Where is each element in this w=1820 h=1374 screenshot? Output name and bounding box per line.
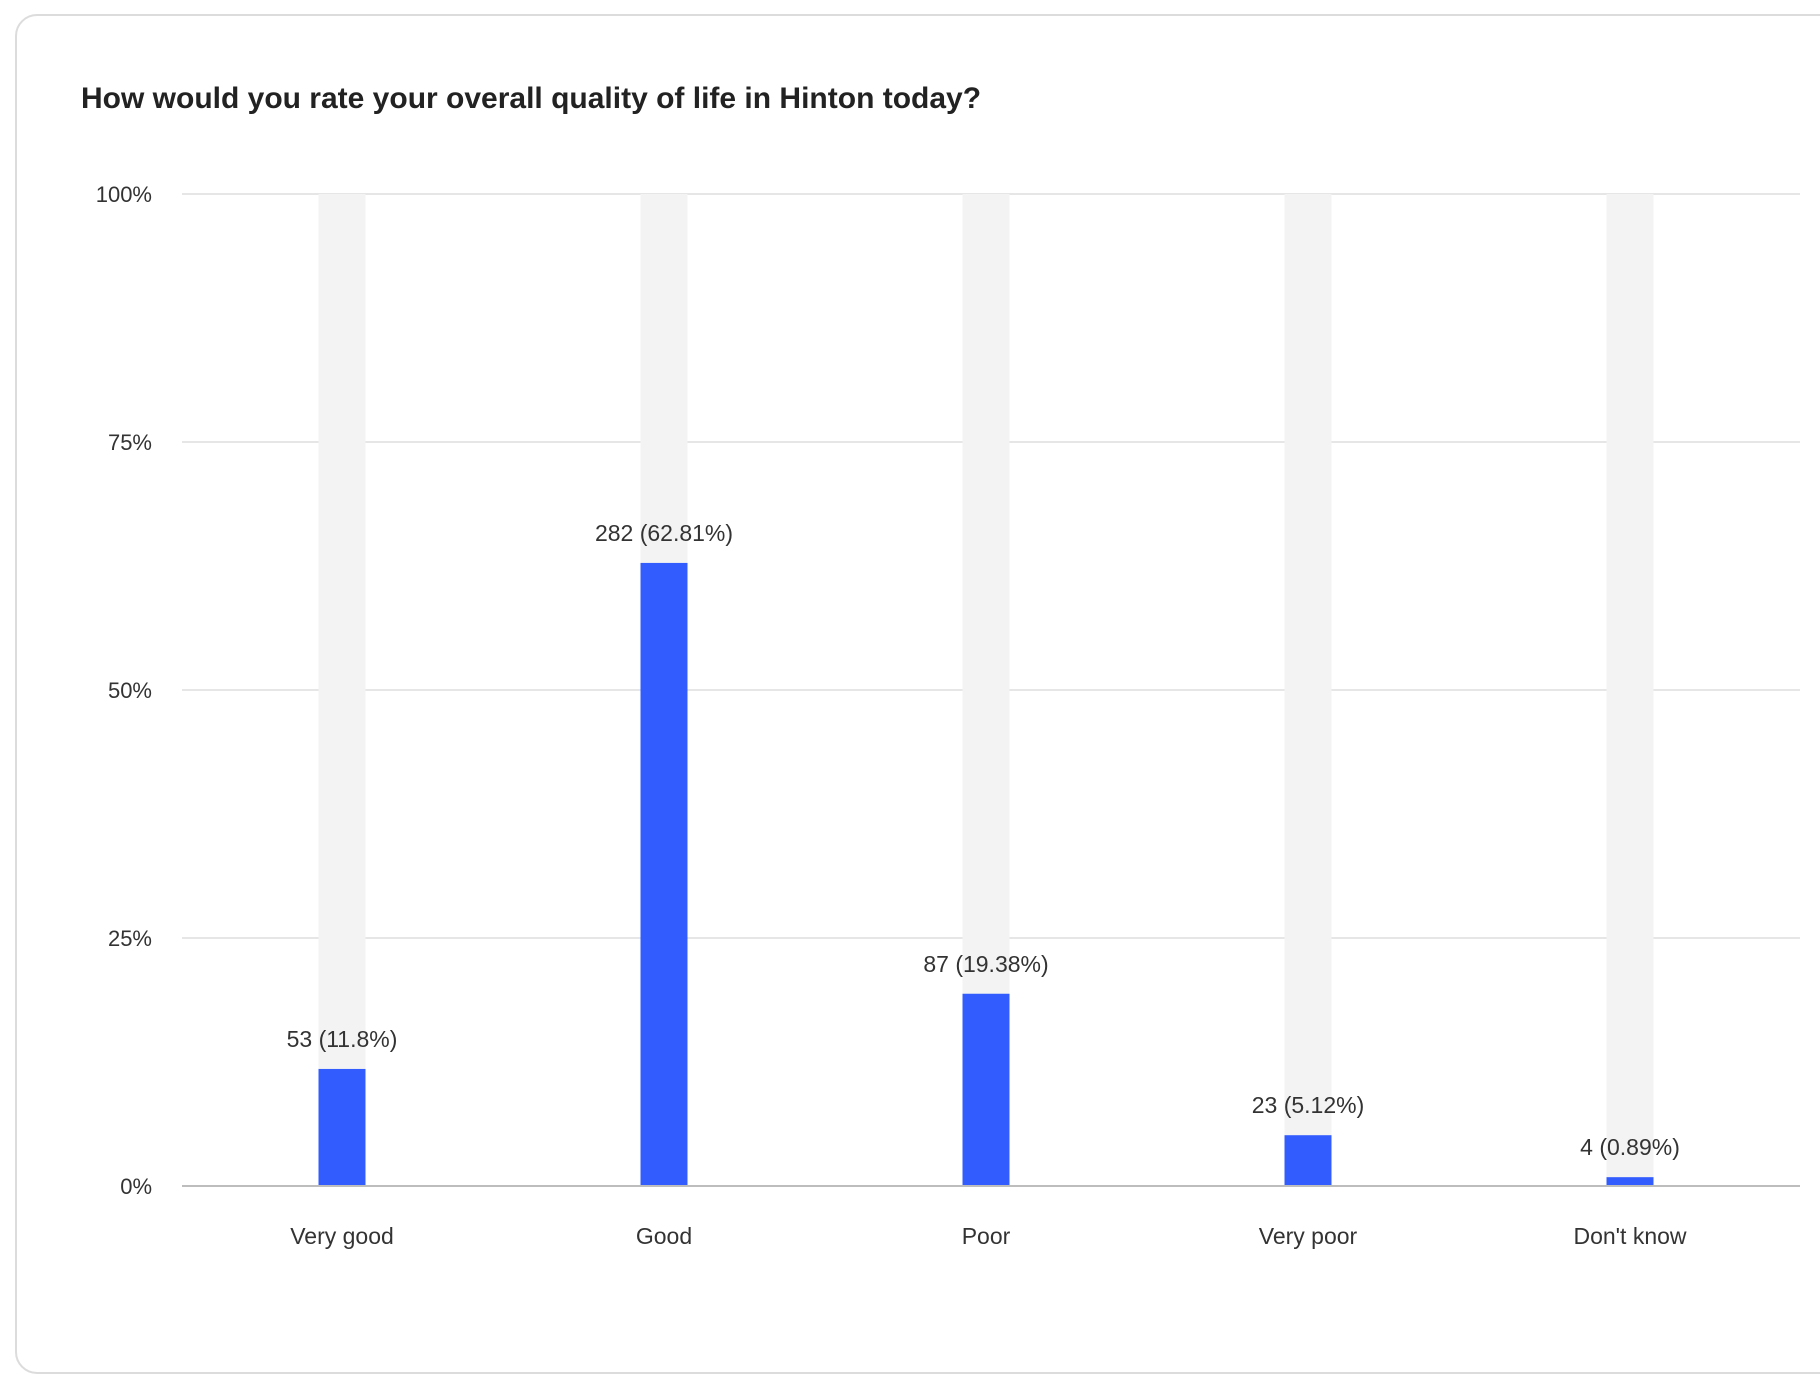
- y-tick-label: 0%: [120, 1174, 152, 1199]
- data-label: 53 (11.8%): [287, 1026, 398, 1052]
- bar: [1284, 1135, 1332, 1186]
- bar-track: [1606, 194, 1654, 1186]
- x-tick-label: Don't know: [1573, 1223, 1686, 1249]
- data-labels: 53 (11.8%) 282 (62.81%) 87 (19.38%) 23 (5.1…: [287, 520, 1680, 1160]
- y-tick-label: 25%: [108, 926, 152, 951]
- y-tick-label: 100%: [96, 182, 152, 207]
- x-tick-label: Very good: [290, 1223, 394, 1249]
- bar-track: [318, 194, 366, 1186]
- data-label: 4 (0.89%): [1580, 1134, 1680, 1160]
- bar: [962, 993, 1010, 1186]
- bar-chart: 53 (11.8%) 282 (62.81%) 87 (19.38%) 23 (5.1…: [96, 182, 1800, 1249]
- question-card: How would you rate your overall quality …: [15, 14, 1820, 1374]
- bar: [1606, 1177, 1654, 1186]
- bars: [318, 562, 1654, 1186]
- x-tick-label: Poor: [962, 1223, 1011, 1249]
- bar: [640, 562, 688, 1186]
- bar: [318, 1068, 366, 1186]
- data-label: 87 (19.38%): [923, 951, 1048, 977]
- bar-tracks: [318, 194, 1654, 1186]
- data-label: 23 (5.12%): [1252, 1092, 1365, 1118]
- y-tick-label: 50%: [108, 678, 152, 703]
- bar-track: [1284, 194, 1332, 1186]
- axes: 0% 25% 50% 75% 100% Very good Good Poor Very poo…: [96, 182, 1800, 1249]
- x-tick-label: Very poor: [1259, 1223, 1358, 1249]
- x-tick-label: Good: [636, 1223, 692, 1249]
- y-tick-label: 75%: [108, 430, 152, 455]
- data-label: 282 (62.81%): [595, 520, 733, 546]
- question-title: How would you rate your overall quality …: [81, 82, 982, 115]
